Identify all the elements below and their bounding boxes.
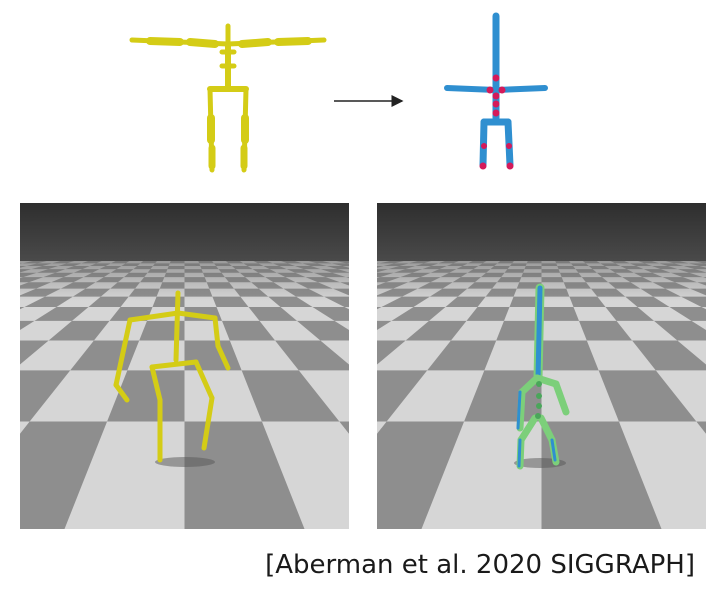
render-panel-retargeted-motion <box>377 203 706 529</box>
source-skeleton-motion <box>113 290 231 463</box>
retargeted-skeleton-motion <box>516 283 570 470</box>
render-panel-source-motion <box>20 203 349 529</box>
citation-caption: [Aberman et al. 2020 SIGGRAPH] <box>265 550 695 580</box>
target-skeleton-tpose <box>444 12 548 169</box>
source-skeleton-tpose <box>129 23 327 173</box>
target-skeleton-joints <box>479 74 514 170</box>
